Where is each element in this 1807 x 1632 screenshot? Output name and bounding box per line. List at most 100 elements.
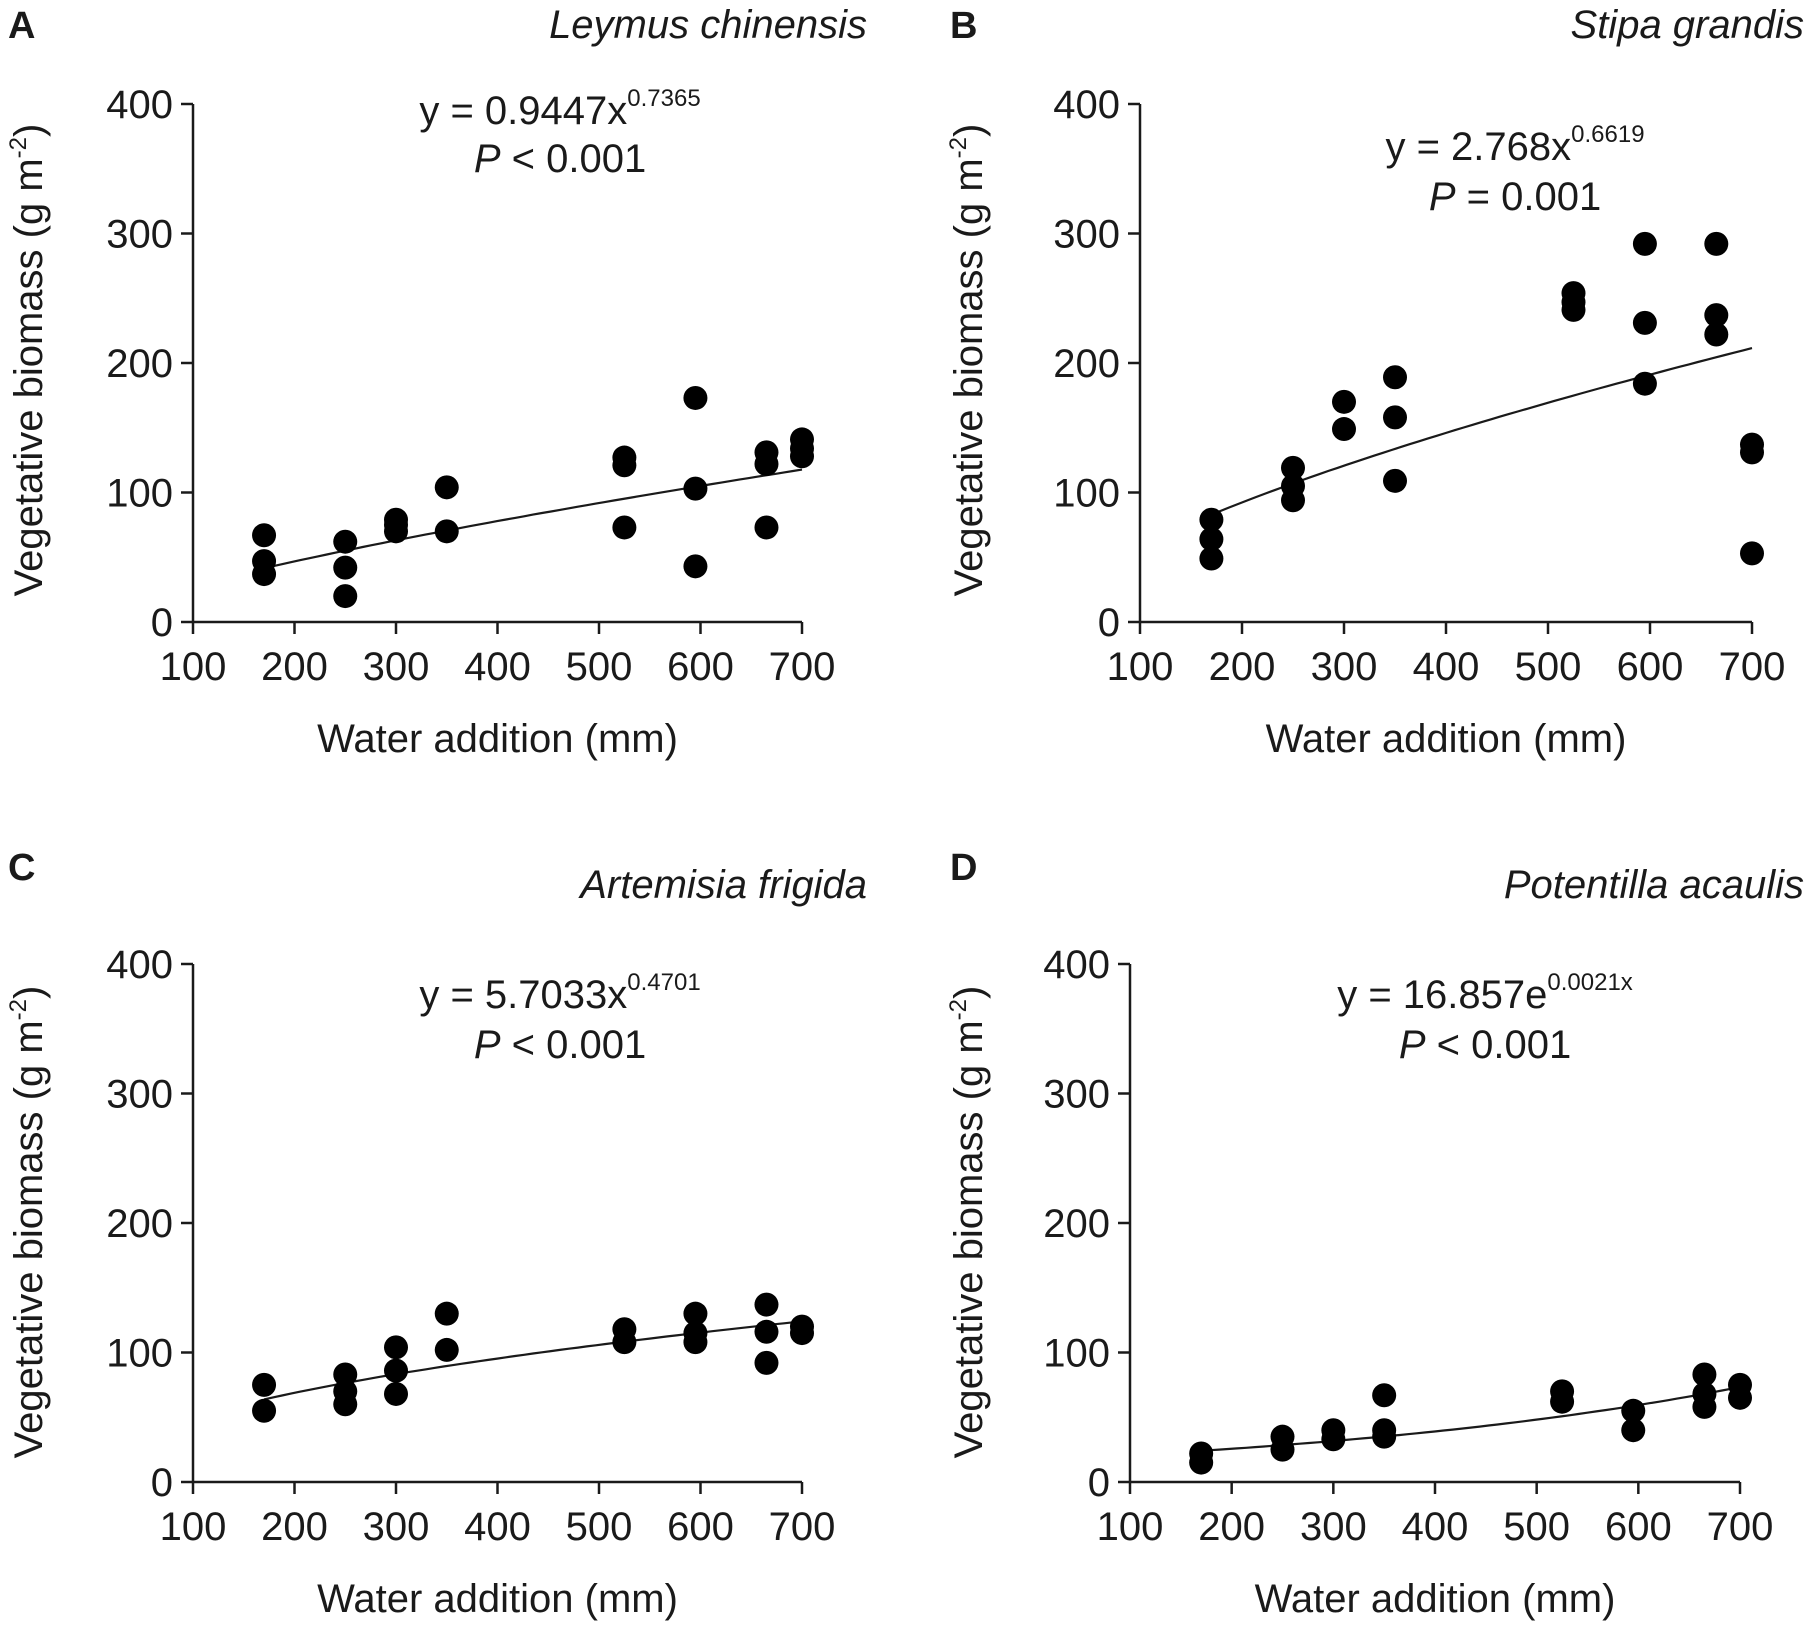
data-point	[612, 515, 637, 540]
y-tick-label: 200	[106, 1202, 173, 1246]
y-tick-label: 300	[106, 213, 173, 257]
y-tick-label: 0	[1088, 1461, 1110, 1505]
p-value-text: < 0.001	[501, 137, 647, 181]
data-point	[754, 452, 779, 477]
data-point	[1199, 507, 1224, 532]
y-axis-label-main: Vegetative biomass (g m	[7, 1020, 51, 1458]
x-tick-label: 700	[1719, 645, 1786, 689]
fit-equation-base: y = 5.7033x	[419, 973, 627, 1017]
data-point	[1372, 1424, 1397, 1449]
data-point	[1332, 417, 1356, 442]
data-point	[1383, 405, 1407, 430]
data-point	[252, 523, 277, 548]
data-point	[434, 475, 459, 500]
data-point	[1704, 231, 1729, 256]
species-title: Stipa grandis	[1571, 3, 1804, 47]
p-value-symbol: P	[474, 137, 501, 181]
data-point	[1692, 1362, 1717, 1387]
y-tick-label: 400	[106, 943, 173, 987]
fit-equation-exponent: 0.4701	[627, 969, 700, 996]
x-tick-label: 200	[1198, 1505, 1265, 1549]
fit-equation: y = 2.768x0.6619	[1385, 121, 1644, 169]
x-tick-label: 100	[1097, 1505, 1164, 1549]
y-axis-label-close: )	[947, 986, 991, 999]
y-tick-label: 0	[151, 1461, 173, 1505]
data-point	[683, 554, 708, 579]
data-point	[754, 1350, 779, 1375]
p-value-text: < 0.001	[1426, 1023, 1572, 1067]
fit-equation-exponent: 0.0021x	[1547, 969, 1632, 996]
y-tick-label: 200	[1043, 1202, 1110, 1246]
y-tick-label: 400	[1053, 83, 1120, 127]
data-point	[1372, 1383, 1397, 1408]
x-tick-label: 400	[464, 1505, 531, 1549]
y-axis-label: Vegetative biomass (g m-2)	[945, 986, 991, 1459]
panel-letter: D	[950, 847, 977, 889]
data-point	[252, 562, 277, 587]
y-axis-label-close: )	[947, 124, 991, 137]
data-point	[683, 1330, 708, 1355]
x-tick-label: 700	[769, 645, 836, 689]
p-value-symbol: P	[1429, 175, 1456, 219]
species-title: Leymus chinensis	[549, 3, 867, 47]
panel-letter: C	[8, 847, 35, 889]
panel-letter: A	[8, 5, 35, 47]
data-point	[333, 584, 358, 609]
fit-equation-base: y = 0.9447x	[419, 89, 627, 133]
x-tick-label: 600	[667, 645, 734, 689]
y-tick-label: 300	[106, 1073, 173, 1117]
y-tick-label: 100	[106, 1332, 173, 1376]
data-point	[384, 1358, 408, 1383]
p-value-symbol: P	[1399, 1023, 1426, 1067]
x-tick-label: 300	[1300, 1505, 1367, 1549]
data-point	[754, 515, 779, 540]
data-point	[683, 385, 708, 410]
data-point	[1632, 231, 1657, 256]
data-point	[790, 1321, 814, 1346]
y-tick-label: 100	[1053, 472, 1120, 516]
data-point	[384, 519, 408, 544]
data-point	[1189, 1450, 1214, 1475]
y-tick-label: 200	[1053, 342, 1120, 386]
fit-equation-exponent: 0.7365	[627, 85, 700, 112]
y-axis-label-close: )	[7, 986, 51, 999]
y-tick-label: 300	[1043, 1073, 1110, 1117]
x-tick-label: 400	[1413, 645, 1480, 689]
x-tick-label: 300	[363, 1505, 430, 1549]
p-value-text: = 0.001	[1456, 175, 1602, 219]
x-tick-label: 200	[1209, 645, 1276, 689]
x-tick-label: 700	[1707, 1505, 1774, 1549]
data-point	[333, 1362, 358, 1387]
data-point	[1281, 488, 1305, 513]
data-point	[384, 1335, 408, 1360]
data-point	[1383, 468, 1407, 493]
data-point	[1321, 1427, 1346, 1452]
x-tick-label: 200	[261, 645, 328, 689]
data-point	[434, 1301, 459, 1326]
data-point	[1692, 1394, 1717, 1419]
data-point	[1621, 1418, 1646, 1443]
y-tick-label: 400	[1043, 943, 1110, 987]
p-value: P < 0.001	[474, 1023, 646, 1067]
y-tick-label: 300	[1053, 213, 1120, 257]
data-point	[683, 476, 708, 501]
data-point	[1270, 1437, 1295, 1462]
data-point	[754, 1319, 779, 1344]
y-axis-label-superscript: -2	[945, 999, 972, 1020]
species-title: Potentilla acaulis	[1504, 863, 1804, 907]
y-tick-label: 0	[1098, 601, 1120, 645]
x-axis-label: Water addition (mm)	[1255, 1577, 1616, 1621]
x-tick-label: 600	[667, 1505, 734, 1549]
x-tick-label: 700	[769, 1505, 836, 1549]
x-tick-label: 400	[464, 645, 531, 689]
y-tick-label: 400	[106, 83, 173, 127]
x-tick-label: 500	[566, 645, 633, 689]
x-axis-label: Water addition (mm)	[317, 1577, 678, 1621]
fit-equation: y = 5.7033x0.4701	[419, 969, 700, 1017]
data-point	[1740, 541, 1764, 566]
data-point	[1632, 371, 1657, 396]
p-value: P < 0.001	[1399, 1023, 1571, 1067]
p-value: P = 0.001	[1429, 175, 1601, 219]
